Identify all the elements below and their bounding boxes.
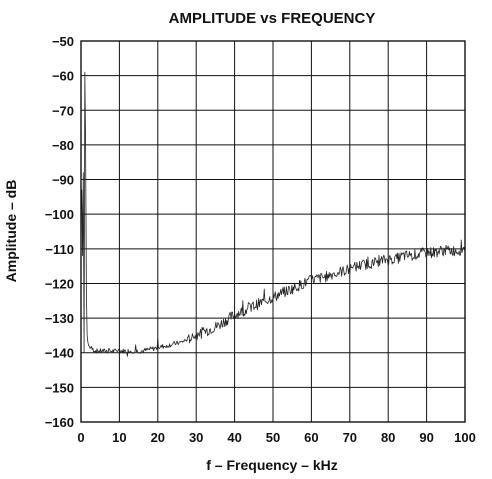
- chart-title: AMPLITUDE vs FREQUENCY: [169, 10, 376, 27]
- y-tick-label: −80: [52, 138, 74, 153]
- grid-lines: [80, 40, 466, 423]
- x-tick-label: 20: [151, 430, 165, 445]
- x-tick-label: 80: [381, 430, 395, 445]
- y-tick-label: −70: [52, 103, 74, 118]
- x-axis-label: f – Frequency – kHz: [206, 457, 338, 473]
- series-group: [80, 71, 466, 357]
- x-tick-label: 100: [454, 430, 476, 445]
- plot-frame: [80, 40, 466, 423]
- x-tick-label: 70: [343, 430, 357, 445]
- y-tick-label: −110: [45, 242, 74, 257]
- y-tick-label: −160: [45, 415, 74, 430]
- y-tick-label: −60: [52, 69, 74, 84]
- amplitude-series-line: [80, 71, 466, 357]
- x-tick-label: 10: [112, 430, 126, 445]
- x-tick-labels: 0 10 20 30 40 50 60 70 80 90 100: [77, 430, 475, 445]
- x-tick-label: 90: [419, 430, 433, 445]
- x-tick-label: 60: [304, 430, 318, 445]
- y-tick-labels: −50 −60 −70 −80 −90 −100 −110 −120 −130 −140 −150 −…: [45, 34, 74, 430]
- x-tick-label: 50: [266, 430, 280, 445]
- x-tick-label: 40: [227, 430, 241, 445]
- y-tick-label: −90: [52, 173, 74, 188]
- x-tick-label: 0: [77, 430, 84, 445]
- x-tick-label: 30: [189, 430, 203, 445]
- y-tick-label: −150: [45, 380, 74, 395]
- y-tick-label: −50: [52, 34, 74, 49]
- y-tick-label: −100: [45, 207, 74, 222]
- y-tick-label: −140: [45, 346, 74, 361]
- y-tick-label: −130: [45, 311, 74, 326]
- y-axis-label: Amplitude – dB: [3, 180, 19, 283]
- y-tick-label: −120: [45, 276, 74, 291]
